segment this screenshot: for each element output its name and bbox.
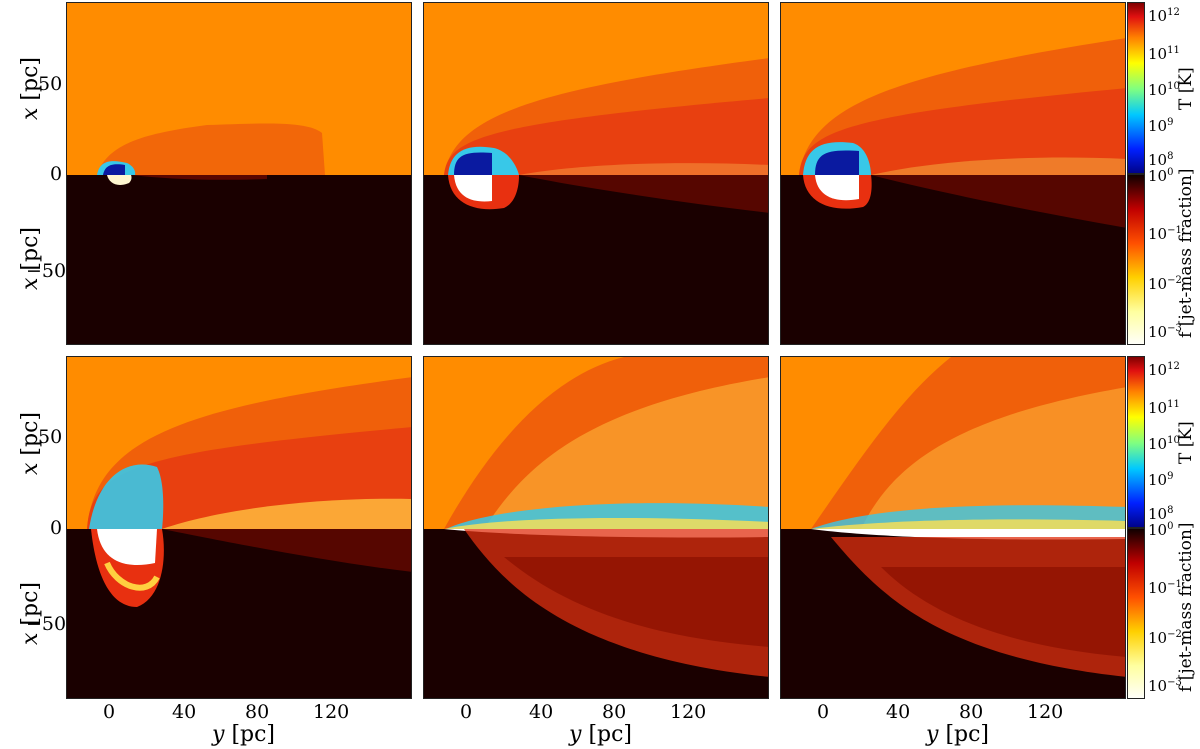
x-tick-0-top: 0 (50, 163, 63, 185)
y-axis-label-col1: y [pc] (212, 722, 276, 747)
frac-tick-3-bottom: 10−3 (1148, 677, 1182, 695)
x-tick-neg50-top: −50 (26, 260, 67, 282)
x-axis-label-bottom-lower: x [pc] (18, 582, 43, 645)
temp-tick-8-bottom: 108 (1148, 505, 1174, 523)
frac-tick-2-bottom: 10−2 (1148, 629, 1182, 647)
temp-tick-9-bottom: 109 (1148, 471, 1174, 489)
panel-a (66, 2, 412, 345)
frac-tick-2-top: 10−2 (1148, 275, 1182, 293)
fraction-colorbar-bottom (1127, 528, 1145, 699)
frac-tick-0-bottom: 100 (1148, 521, 1174, 539)
temperature-colorbar-top (1127, 2, 1145, 174)
x-tick-50-top: 50 (38, 73, 63, 95)
fraction-colorbar-label-top: f [jet-mass fraction] (1176, 168, 1196, 338)
fraction-colorbar-label-bottom: f [jet-mass fraction] (1176, 522, 1196, 692)
panel-b (423, 2, 769, 345)
frac-tick-1-bottom: 10−1 (1148, 579, 1182, 597)
temperature-colorbar-bottom (1127, 356, 1145, 528)
y-tick-40-col3: 40 (886, 701, 911, 723)
panel-f (780, 356, 1126, 699)
x-tick-0-bottom: 0 (50, 517, 63, 539)
y-tick-120-col2: 120 (670, 701, 707, 723)
panel-d (66, 356, 412, 699)
y-tick-80-col1: 80 (245, 701, 270, 723)
temp-tick-9-top: 109 (1148, 117, 1174, 135)
y-axis-label-col3: y [pc] (926, 722, 990, 747)
panel-e (423, 356, 769, 699)
x-axis-label-top-upper: x [pc] (18, 57, 43, 120)
temp-tick-11-bottom: 1011 (1148, 399, 1180, 417)
x-tick-neg50-bottom: −50 (26, 613, 67, 635)
temp-tick-10-top: 1010 (1148, 81, 1180, 99)
y-tick-40-col2: 40 (529, 701, 554, 723)
y-tick-0-col3: 0 (817, 701, 830, 723)
y-tick-80-col2: 80 (602, 701, 627, 723)
x-axis-label-top-lower: x [pc] (18, 227, 43, 290)
frac-tick-0-top: 100 (1148, 167, 1174, 185)
frac-tick-1-top: 10−1 (1148, 225, 1182, 243)
y-tick-40-col1: 40 (172, 701, 197, 723)
y-tick-120-col3: 120 (1027, 701, 1064, 723)
temp-tick-11-top: 1011 (1148, 45, 1180, 63)
frac-tick-3-top: 10−3 (1148, 323, 1182, 341)
fraction-colorbar-top (1127, 174, 1145, 345)
y-tick-80-col3: 80 (959, 701, 984, 723)
temp-tick-12-bottom: 1012 (1148, 361, 1180, 379)
temp-tick-12-top: 1012 (1148, 7, 1180, 25)
temperature-colorbar-label-bottom: T [K] (1176, 421, 1196, 464)
y-tick-0-col2: 0 (460, 701, 473, 723)
panel-c (780, 2, 1126, 345)
temp-tick-10-bottom: 1010 (1148, 435, 1180, 453)
y-tick-0-col1: 0 (103, 701, 116, 723)
x-axis-label-bottom-upper: x [pc] (18, 412, 43, 475)
temp-tick-8-top: 108 (1148, 151, 1174, 169)
x-tick-50-bottom: 50 (38, 426, 63, 448)
temperature-colorbar-label-top: T [K] (1176, 67, 1196, 110)
y-axis-label-col2: y [pc] (569, 722, 633, 747)
y-tick-120-col1: 120 (313, 701, 350, 723)
